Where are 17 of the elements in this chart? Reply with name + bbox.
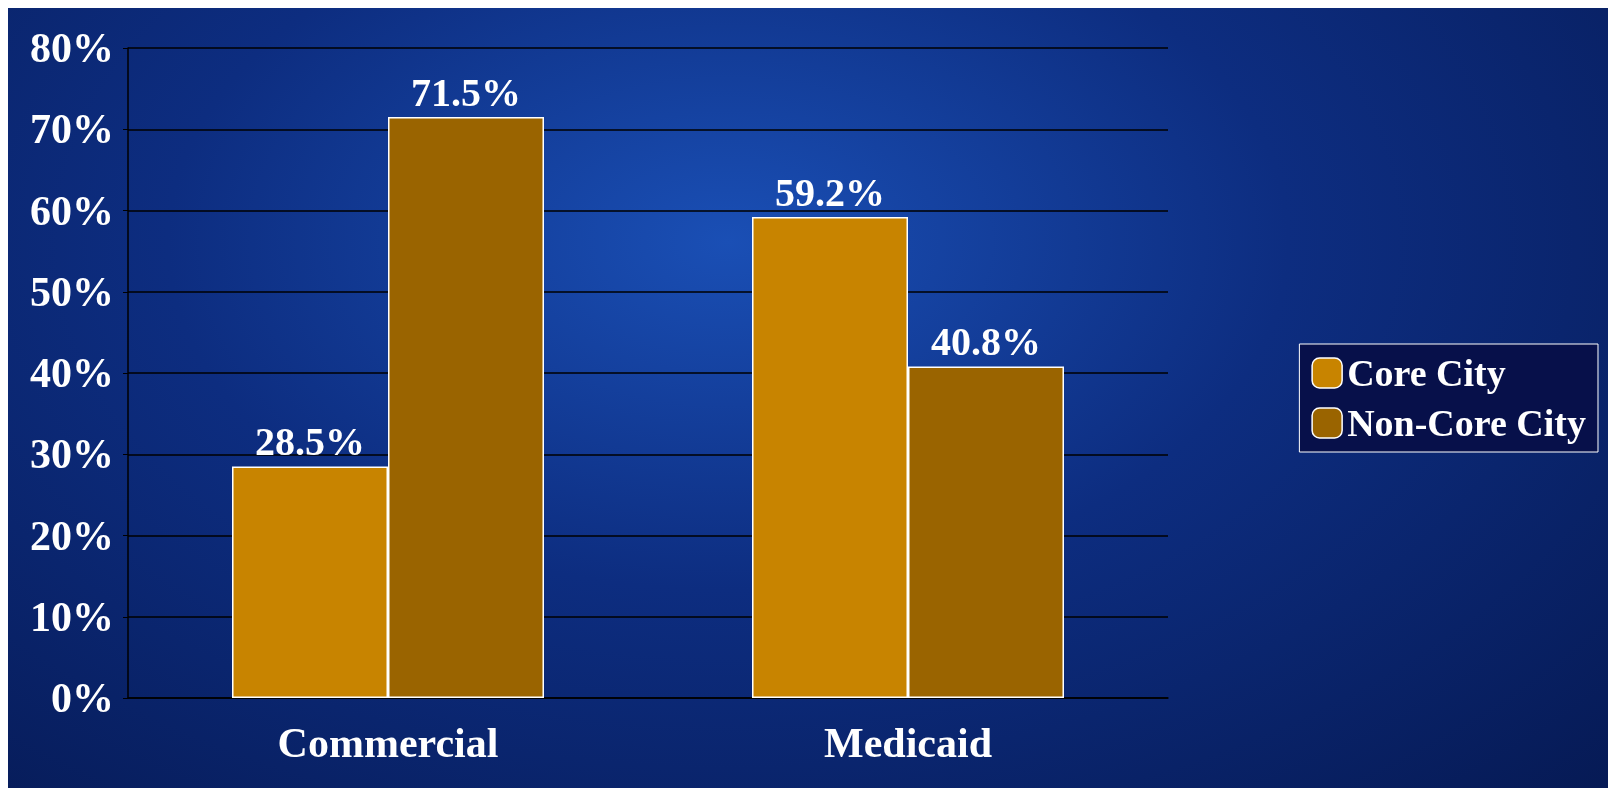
y-tick-label: 30%: [30, 431, 114, 478]
data-label: 40.8%: [931, 319, 1041, 364]
y-tick-label: 0%: [51, 675, 114, 721]
data-label: 71.5%: [411, 69, 521, 115]
y-tick-label: 70%: [30, 106, 114, 153]
x-tick-label: Medicaid: [824, 720, 992, 766]
y-tick-label: 20%: [30, 512, 114, 559]
legend-label: Core City: [1347, 352, 1506, 394]
y-tick-label: 40%: [30, 350, 114, 396]
y-tick-label: 50%: [30, 268, 114, 315]
y-tick-label: 60%: [30, 187, 114, 234]
x-tick-label: Commercial: [277, 720, 499, 766]
y-tick-label: 10%: [30, 593, 114, 640]
y-tick-label: 80%: [30, 25, 114, 71]
legend-label: Non-Core City: [1347, 402, 1586, 444]
data-label: 28.5%: [255, 418, 365, 464]
data-label: 59.2%: [775, 169, 885, 215]
